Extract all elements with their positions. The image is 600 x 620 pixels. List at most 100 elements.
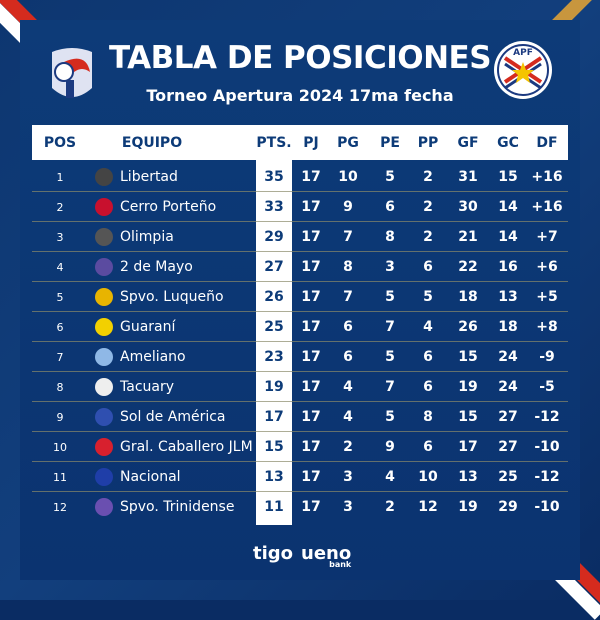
column-header-gc: GC	[497, 134, 519, 151]
row-divider	[32, 251, 568, 252]
cell-team: Sol de América	[120, 409, 226, 425]
cell-pe: 5	[385, 169, 395, 185]
row-divider	[32, 311, 568, 312]
cell-df: +5	[536, 289, 558, 305]
ueno-bank-logo: ueno bank	[301, 543, 351, 569]
cell-team: Nacional	[120, 469, 181, 485]
team-crest-icon	[95, 288, 113, 306]
cell-pts: 35	[264, 169, 284, 185]
cell-df: +8	[536, 319, 558, 335]
cell-df: +16	[531, 199, 563, 215]
cell-gf: 22	[458, 259, 478, 275]
table-header: POS EQUIPO PTS. PJ PG PE PP GF GC DF	[32, 125, 568, 160]
table-row: 2 Cerro Porteño 33 17 9 6 2 30 14 +16	[32, 192, 568, 222]
cell-pg: 6	[343, 349, 353, 365]
panel	[20, 20, 580, 580]
cell-pos: 9	[56, 410, 64, 424]
cell-pos: 6	[56, 320, 64, 334]
cell-df: -12	[534, 469, 560, 485]
cell-gc: 18	[498, 319, 518, 335]
cell-pe: 7	[385, 379, 395, 395]
team-crest-icon	[95, 498, 113, 516]
cell-pp: 12	[418, 499, 438, 515]
cell-gc: 13	[498, 289, 518, 305]
cell-df: -12	[534, 409, 560, 425]
cell-pp: 2	[423, 229, 433, 245]
row-divider	[32, 461, 568, 462]
cell-pj: 17	[301, 379, 321, 395]
table-row: 10 Gral. Caballero JLM 15 17 2 9 6 17 27 -10	[32, 432, 568, 462]
page-subtitle: Torneo Apertura 2024 17ma fecha	[146, 86, 454, 105]
cell-pts: 27	[264, 259, 284, 275]
sponsors: tigo ueno bank	[253, 543, 351, 569]
cell-team: Olimpia	[120, 229, 174, 245]
cell-df: -5	[539, 379, 555, 395]
cell-pp: 6	[423, 259, 433, 275]
cell-pg: 4	[343, 379, 353, 395]
cell-pg: 3	[343, 499, 353, 515]
cell-pts: 23	[264, 349, 284, 365]
cell-pp: 4	[423, 319, 433, 335]
cell-pos: 7	[56, 350, 64, 364]
team-crest-icon	[95, 438, 113, 456]
points-column-bg	[256, 160, 292, 525]
team-crest-icon	[95, 468, 113, 486]
cell-pg: 10	[338, 169, 358, 185]
cell-pp: 5	[423, 289, 433, 305]
table-row: 6 Guaraní 25 17 6 7 4 26 18 +8	[32, 312, 568, 342]
cell-team: Guaraní	[120, 319, 176, 335]
cell-gf: 30	[458, 199, 478, 215]
cell-pj: 17	[301, 319, 321, 335]
cell-pj: 17	[301, 499, 321, 515]
cell-gc: 15	[498, 169, 518, 185]
cell-gc: 27	[498, 409, 518, 425]
cell-pe: 5	[385, 409, 395, 425]
cell-team: Spvo. Luqueño	[120, 289, 224, 305]
cell-pos: 10	[53, 440, 67, 454]
row-divider	[32, 191, 568, 192]
cell-gc: 25	[498, 469, 518, 485]
column-header-pg: PG	[337, 134, 359, 151]
cell-pos: 1	[56, 170, 64, 184]
copa-de-primera-logo	[52, 48, 92, 98]
column-header-pos: POS	[43, 134, 77, 151]
table-row: 7 Ameliano 23 17 6 5 6 15 24 -9	[32, 342, 568, 372]
cell-pos: 8	[56, 380, 64, 394]
column-header-pe: PE	[380, 134, 400, 151]
team-crest-icon	[95, 378, 113, 396]
cell-team: Gral. Caballero JLM	[120, 439, 253, 455]
column-header-team: EQUIPO	[121, 134, 183, 151]
cell-pe: 4	[385, 469, 395, 485]
cell-gf: 15	[458, 409, 478, 425]
cell-gf: 19	[458, 379, 478, 395]
cell-team: Libertad	[120, 169, 178, 185]
team-crest-icon	[95, 168, 113, 186]
cell-pp: 2	[423, 199, 433, 215]
row-divider	[32, 341, 568, 342]
cell-pj: 17	[301, 349, 321, 365]
cell-gc: 29	[498, 499, 518, 515]
cell-pts: 25	[264, 319, 284, 335]
row-divider	[32, 221, 568, 222]
cell-gc: 14	[498, 229, 518, 245]
cell-gc: 16	[498, 259, 518, 275]
cell-gf: 21	[458, 229, 478, 245]
cell-pos: 12	[53, 500, 67, 514]
svg-text:APF: APF	[513, 48, 533, 58]
cell-pts: 15	[264, 439, 284, 455]
cell-pj: 17	[301, 199, 321, 215]
table-row: 8 Tacuary 19 17 4 7 6 19 24 -5	[32, 372, 568, 402]
cell-pts: 33	[264, 199, 284, 215]
page-title: TABLA DE POSICIONES	[108, 40, 492, 76]
cell-gf: 17	[458, 439, 478, 455]
cell-df: -9	[539, 349, 555, 365]
cell-pts: 17	[264, 409, 284, 425]
cell-pe: 5	[385, 289, 395, 305]
cell-team: 2 de Mayo	[120, 259, 193, 275]
cell-pts: 29	[264, 229, 284, 245]
cell-df: +7	[536, 229, 558, 245]
cell-pj: 17	[301, 259, 321, 275]
cell-team: Ameliano	[120, 349, 186, 365]
cell-df: -10	[534, 439, 560, 455]
table-row: 3 Olimpia 29 17 7 8 2 21 14 +7	[32, 222, 568, 252]
